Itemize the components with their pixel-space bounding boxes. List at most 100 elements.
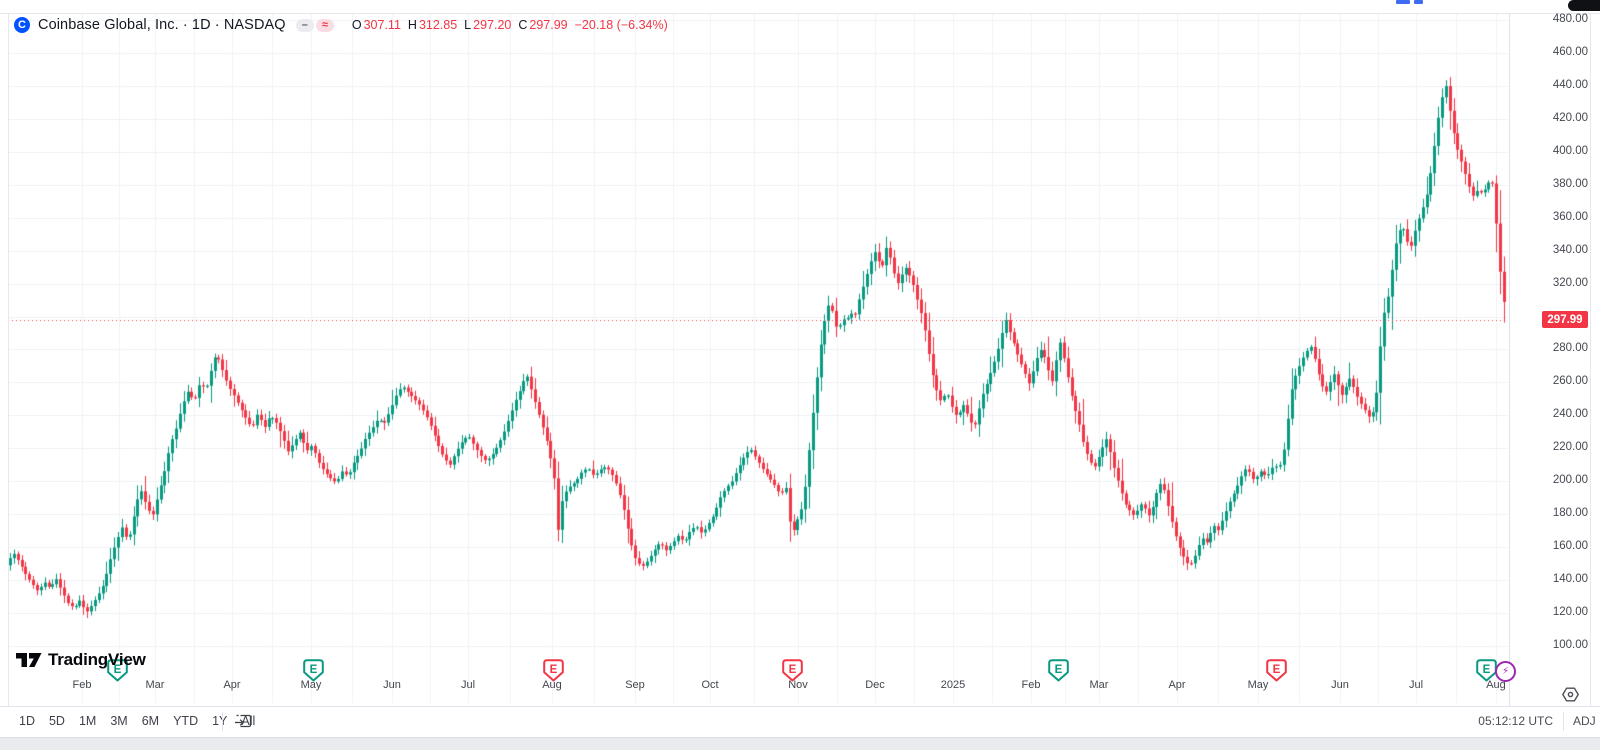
adjusted-data-toggle[interactable]: ADJ: [1573, 714, 1596, 728]
minimize-legend-pill-icon[interactable]: –: [295, 18, 314, 32]
time-axis-label: Apr: [223, 679, 241, 691]
price-axis-label: 320.00: [1552, 276, 1588, 289]
earnings-badge-icon[interactable]: E: [782, 659, 803, 687]
open-label: O: [351, 18, 362, 32]
time-axis-label: Feb: [72, 679, 92, 691]
time-axis-settings-gear-icon[interactable]: [1558, 683, 1582, 705]
time-axis-label: Jun: [383, 679, 401, 691]
price-axis-label: 120.00: [1552, 606, 1588, 619]
tradingview-logo[interactable]: TradingView: [16, 650, 146, 670]
time-axis-label: Mar: [1089, 679, 1109, 691]
price-axis-label: 380.00: [1552, 177, 1588, 190]
chart-left-border: [8, 13, 9, 706]
price-axis-label: 220.00: [1552, 441, 1588, 454]
time-axis-label: Nov: [788, 679, 808, 691]
price-axis-border: [1509, 13, 1510, 706]
time-axis-label: Dec: [865, 679, 885, 691]
earnings-badge-icon[interactable]: E: [303, 659, 324, 687]
current-price-badge: 297.99: [1542, 311, 1588, 329]
high-label: H: [407, 18, 417, 32]
top-cutoff-blue-fragment: [1396, 0, 1410, 4]
price-axis-label: 140.00: [1552, 573, 1588, 586]
price-axis-label: 480.00: [1552, 13, 1588, 25]
time-axis[interactable]: Feb Mar Apr May Jun Jul Aug Sep Oct Nov Dec 2025 Feb…: [0, 648, 1516, 706]
svg-text:E: E: [1273, 664, 1281, 676]
top-cutoff-blue-fragment: [1414, 0, 1423, 4]
range-button-5d[interactable]: 5D: [48, 714, 65, 728]
price-axis-label: 100.00: [1552, 639, 1588, 651]
time-axis-label: Jul: [1408, 679, 1424, 691]
price-axis-label: 340.00: [1552, 243, 1588, 256]
time-axis-label: Sep: [625, 679, 645, 691]
range-button-1m[interactable]: 1M: [78, 714, 97, 728]
bottom-toolbar: 1D 5D 1M 3M 6M YTD 1Y All 05:12:12 UTC A…: [0, 707, 1600, 735]
range-button-3m[interactable]: 3M: [110, 714, 128, 728]
high-value: 312.85: [418, 18, 458, 32]
svg-text:E: E: [114, 664, 122, 676]
range-button-1d[interactable]: 1D: [19, 714, 35, 728]
svg-text:E: E: [550, 664, 558, 676]
symbol-legend[interactable]: C Coinbase Global, Inc. · 1D · NASDAQ – …: [14, 15, 668, 35]
svg-text:E: E: [1483, 664, 1491, 676]
footer-strip: [0, 737, 1600, 750]
svg-text:E: E: [310, 664, 318, 676]
svg-text:E: E: [789, 664, 797, 676]
toolbar-divider: [222, 712, 223, 731]
session-clock[interactable]: 05:12:12 UTC: [1478, 714, 1553, 728]
time-axis-label: Aug: [1486, 679, 1506, 691]
close-value: 297.99: [529, 18, 568, 32]
time-axis-label: Oct: [701, 679, 719, 691]
time-axis-label: Mar: [145, 679, 165, 691]
tradingview-wordmark: TradingView: [48, 650, 146, 669]
date-range-switcher: 1D 5D 1M 3M 6M YTD 1Y All: [12, 707, 262, 735]
range-button-6m[interactable]: 6M: [141, 714, 160, 728]
range-button-all[interactable]: All: [241, 714, 256, 728]
time-axis-label: Aug: [542, 679, 562, 691]
price-axis-label: 160.00: [1552, 540, 1588, 553]
earnings-badge-icon[interactable]: E: [543, 659, 564, 687]
approx-price-pill-icon[interactable]: ≈: [315, 18, 334, 32]
time-axis-label: 2025: [940, 679, 966, 691]
earnings-badge-icon[interactable]: E: [1048, 659, 1069, 687]
change-value: −20.18 (−6.34%): [574, 18, 668, 32]
earnings-badge-icon[interactable]: E: [107, 659, 128, 687]
price-axis-label: 280.00: [1552, 342, 1588, 355]
price-axis-label: 360.00: [1552, 210, 1588, 223]
price-axis-label: 440.00: [1552, 78, 1588, 91]
earnings-badge-icon[interactable]: E: [1266, 659, 1287, 687]
tradingview-mark-icon: [16, 653, 42, 667]
time-axis-label: Apr: [1168, 679, 1186, 691]
price-axis-label: 460.00: [1552, 45, 1588, 58]
svg-text:E: E: [1055, 664, 1063, 676]
go-to-date-icon: [234, 714, 251, 728]
ohlc-readout: O 307.11 H 312.85 L 297.20 C 297.99 −20.…: [352, 18, 668, 32]
coinbase-logo-icon: C: [14, 17, 30, 33]
time-axis-label: Jun: [1331, 679, 1349, 691]
time-axis-label: Jul: [460, 679, 476, 691]
toolbar-divider: [1563, 712, 1564, 731]
top-cutoff-black-pill: [1568, 0, 1600, 11]
price-axis[interactable]: 480.00 460.00 440.00 420.00 400.00 380.00 360.…: [1510, 13, 1590, 706]
right-gutter-border: [1590, 13, 1591, 706]
time-axis-label: May: [300, 679, 322, 691]
price-axis-label: 400.00: [1552, 144, 1588, 157]
low-label: L: [464, 18, 472, 32]
low-value: 297.20: [473, 18, 512, 32]
go-to-date-button[interactable]: [231, 710, 255, 732]
earnings-badge-icon[interactable]: E: [1476, 659, 1497, 687]
time-axis-label: Feb: [1021, 679, 1041, 691]
range-button-1y[interactable]: 1Y: [212, 714, 228, 728]
range-button-ytd[interactable]: YTD: [173, 714, 199, 728]
pre-market-flash-icon[interactable]: ⚡: [1495, 661, 1516, 682]
chart-top-border: [0, 13, 1600, 14]
time-axis-label: May: [1247, 679, 1269, 691]
price-axis-label: 420.00: [1552, 111, 1588, 124]
close-label: C: [518, 18, 528, 32]
price-axis-label: 200.00: [1552, 474, 1588, 487]
price-axis-label: 180.00: [1552, 507, 1588, 520]
price-axis-label: 240.00: [1552, 408, 1588, 421]
toolbar-top-border: [0, 706, 1600, 707]
symbol-title[interactable]: Coinbase Global, Inc. · 1D · NASDAQ: [38, 17, 286, 33]
